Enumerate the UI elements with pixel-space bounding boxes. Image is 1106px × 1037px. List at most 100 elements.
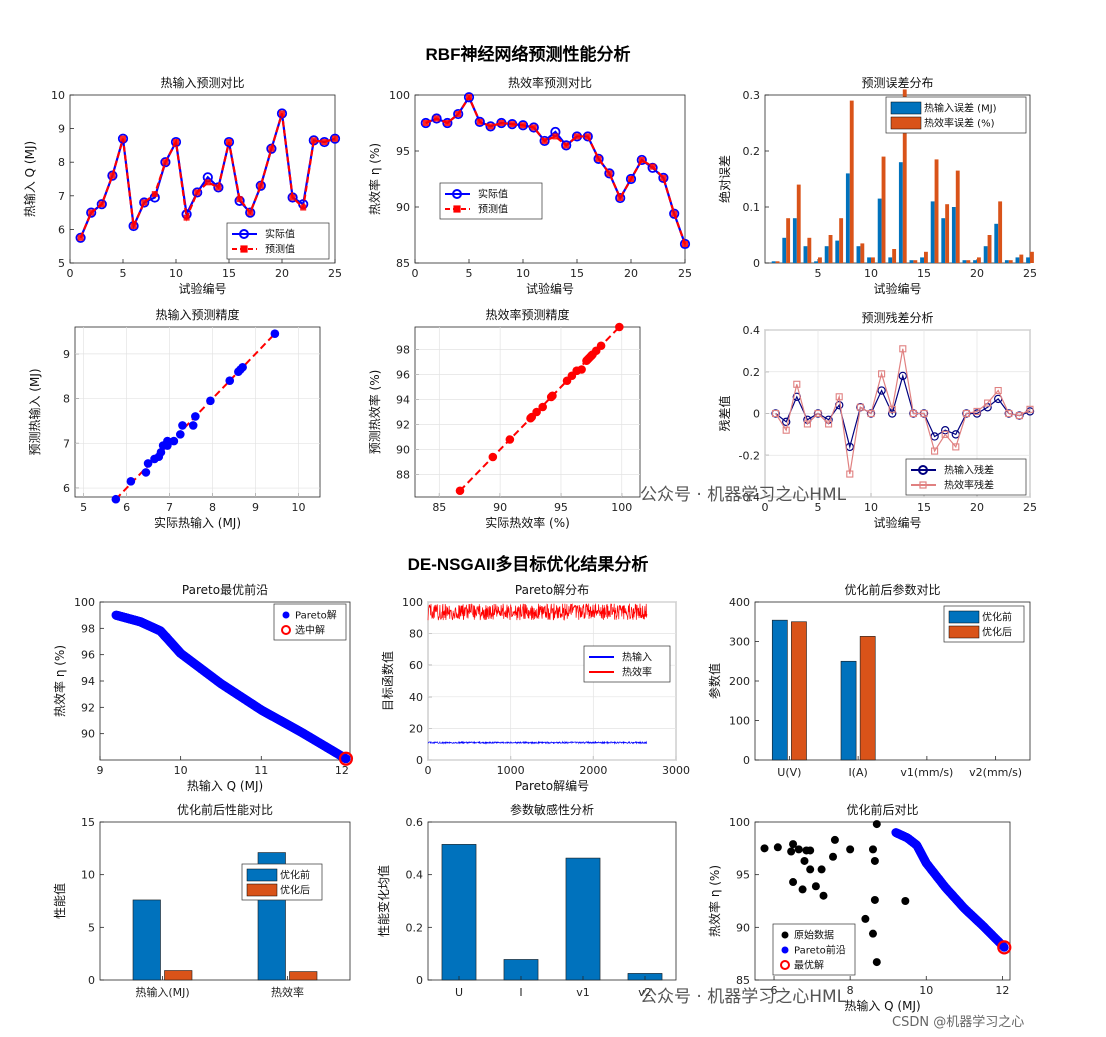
p6-point: [898, 371, 908, 381]
p5-ytick-label: 94: [396, 394, 410, 407]
p6-xtick-label: 5: [815, 501, 822, 514]
p8-ytick-label: 40: [409, 691, 423, 704]
p2-point: [660, 174, 667, 181]
p5-ylabel: 预测热效率 (%): [367, 370, 382, 455]
p2-xlabel: 试验编号: [526, 281, 574, 296]
p6-point: [866, 409, 876, 418]
p2-point: [625, 173, 637, 185]
p2-point: [520, 122, 526, 129]
p11-ylabel: 性能变化均值: [376, 865, 391, 937]
p8-ytick-label: 20: [409, 722, 423, 735]
p2-point: [606, 170, 613, 177]
p6-point: [1015, 411, 1024, 420]
p10-category-label: 热输入(MJ): [135, 985, 189, 999]
p2-xtick-label: 5: [466, 267, 473, 280]
p12-original-point: [760, 844, 769, 853]
p5-scatter-point: [615, 322, 624, 332]
p4-scatter-point: [178, 421, 187, 430]
p4-scatter-point: [141, 468, 151, 477]
p11-title: 参数敏感性分析: [510, 802, 594, 817]
p3-bar-efficiency: [966, 260, 971, 263]
p2-point: [671, 210, 678, 217]
p6-point: [1015, 412, 1023, 420]
p11-category-label: I: [519, 986, 522, 999]
p4-ytick-label: 8: [63, 393, 70, 406]
p9-category-label: v1(mm/s): [900, 766, 953, 779]
p12-original-point: [829, 852, 838, 861]
p5-ytick-label: 92: [396, 419, 410, 432]
p10-legend-swatch: [246, 868, 278, 882]
p2-xtick-label: 20: [624, 267, 638, 280]
p1-point: [75, 232, 86, 243]
p9-ytick-label: 0: [743, 754, 750, 767]
p2-point: [455, 111, 462, 118]
p1-xtick-label: 15: [222, 267, 236, 280]
p7-xtick-label: 10: [174, 764, 188, 777]
p9-bar: [771, 619, 788, 761]
p5-scatter-point: [505, 435, 515, 444]
p6-point: [793, 380, 801, 388]
p3-bar-efficiency: [786, 218, 791, 263]
watermark-bottom: 公众号 · 机器学习之心HML: [640, 987, 847, 1007]
p6-legend-box: [905, 458, 1027, 496]
p3-bar-heat-input: [877, 198, 882, 263]
p4-scatter-point: [143, 459, 153, 468]
p1-point: [120, 135, 126, 142]
p1-point: [289, 194, 296, 201]
p1-point: [173, 139, 179, 146]
p5-scatter-point: [548, 391, 557, 401]
p4-scatter-point: [156, 447, 166, 457]
p1-point: [192, 187, 203, 198]
p7-selected-solution: [338, 751, 354, 766]
p2-ylabel: 热效率 η (%): [367, 143, 382, 215]
p6-point: [1005, 409, 1013, 418]
p1-legend-marker: [239, 229, 249, 239]
p12-legend-label: 最优解: [794, 959, 824, 972]
p3-bar-efficiency: [977, 257, 981, 263]
p3-bar-efficiency: [775, 261, 780, 263]
p2-legend-label: 预测值: [478, 203, 508, 216]
p2-point: [485, 121, 496, 132]
p7-ytick-label: 92: [81, 701, 95, 714]
p2-legend-marker: [452, 189, 462, 199]
p3-bar-efficiency: [1030, 251, 1034, 263]
p4-ylabel: 预测热输入 (MJ): [27, 368, 42, 455]
p1-ytick-label: 7: [58, 190, 65, 203]
p1-point: [226, 139, 232, 146]
p1-ytick-label: 8: [58, 156, 65, 169]
p2-point: [498, 120, 505, 126]
p6-point: [803, 420, 811, 428]
p7-xlabel: 热输入 Q (MJ): [187, 778, 263, 793]
p12-ytick-label: 100: [729, 816, 750, 829]
p7-legend-label: 选中解: [295, 624, 325, 637]
p3-bar-heat-input: [867, 257, 871, 263]
p4-scatter-point: [206, 396, 215, 406]
p6-legend-label: 热输入残差: [944, 464, 994, 477]
p6-title: 预测残差分析: [861, 311, 933, 325]
p8-xlabel: Pareto解编号: [515, 778, 589, 793]
p12-original-point: [787, 847, 796, 856]
p4-scatter-point: [169, 436, 179, 446]
p12-xtick-label: 10: [919, 984, 933, 997]
p1-xtick-label: 5: [120, 267, 127, 280]
p1-point: [86, 207, 97, 218]
p8-ytick-label: 80: [409, 628, 423, 641]
p10-ytick-label: 10: [81, 869, 95, 882]
p3-bar-heat-input: [803, 246, 808, 263]
p6-xtick-label: 0: [762, 501, 769, 514]
p3-bar-efficiency: [839, 218, 844, 263]
p3-bar-efficiency: [1019, 254, 1024, 263]
p3-bar-efficiency: [934, 159, 939, 263]
p8-legend-box: [583, 645, 671, 683]
p11-ytick-label: 0.4: [406, 869, 424, 882]
p2-point: [431, 113, 442, 124]
p9-title: 优化前后参数对比: [844, 582, 940, 597]
suptitle-top: RBF神经网络预测性能分析: [426, 44, 631, 64]
p6-ytick-label: 0.2: [743, 366, 761, 379]
p7-ytick-label: 90: [81, 728, 95, 741]
